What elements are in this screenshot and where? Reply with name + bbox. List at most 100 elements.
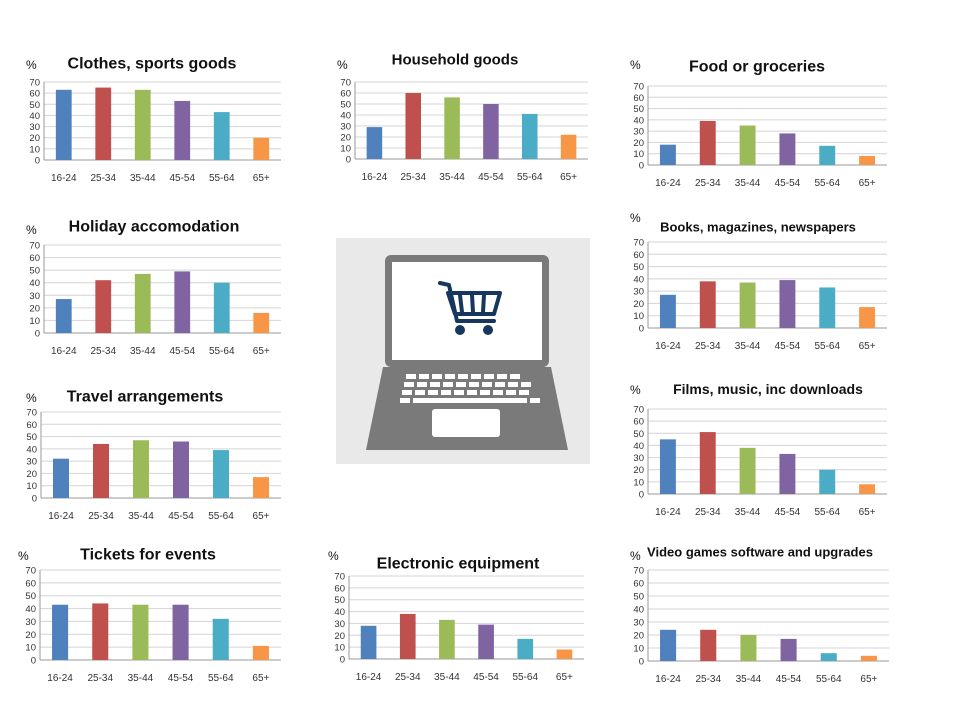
y-tick-label: 20	[29, 133, 40, 144]
bar-55-64	[212, 618, 229, 660]
trackpad	[432, 409, 500, 437]
y-tick-label: 20	[633, 138, 644, 149]
y-tick-label: 50	[633, 262, 644, 273]
x-tick-label: 45-54	[775, 341, 801, 352]
bar-16-24	[659, 144, 676, 165]
x-tick-label: 65+	[253, 173, 270, 184]
y-tick-label: 0	[639, 657, 644, 668]
chart-travel-arrangements: Travel arrangements% 0 10 20 30 40 50 60 70 16-24…	[24, 380, 291, 528]
bar-45-54	[174, 271, 191, 333]
y-tick-label: 50	[29, 266, 40, 277]
x-tick-label: 65+	[859, 178, 876, 189]
x-tick-label: 16-24	[356, 672, 382, 683]
x-tick-label: 65+	[860, 674, 877, 685]
chart-svg: Video games software and upgrades% 0 10 20 3…	[630, 545, 889, 685]
x-tick-label: 35-44	[736, 674, 762, 685]
bar-35-44	[439, 619, 455, 659]
y-tick-label: 70	[633, 405, 644, 416]
x-tick-label: 16-24	[655, 178, 681, 189]
x-tick-label: 35-44	[735, 341, 761, 352]
bar-35-44	[444, 97, 460, 159]
y-tick-label: 30	[633, 127, 644, 138]
x-tick-label: 16-24	[51, 346, 77, 357]
y-tick-label: 30	[26, 457, 37, 468]
y-tick-label: 60	[334, 583, 345, 594]
y-tick-label: 0	[340, 655, 345, 666]
x-tick-label: 25-34	[695, 674, 721, 685]
x-tick-label: 55-64	[814, 507, 840, 518]
bar-55-64	[213, 282, 230, 333]
bar-55-64	[213, 450, 229, 498]
chart-electronic-equipment: Electronic equipment% 0 10 20 30 40 50 60 70 16-2…	[326, 546, 594, 689]
y-unit-label: %	[630, 58, 641, 72]
chart-title: Electronic equipment	[377, 556, 540, 573]
x-tick-label: 55-64	[814, 178, 840, 189]
y-tick-label: 0	[31, 656, 36, 667]
y-tick-label: 70	[29, 78, 40, 89]
bar-25-34	[699, 120, 716, 165]
laptop-illustration	[336, 238, 590, 464]
y-tick-label: 40	[334, 607, 345, 618]
y-tick-label: 60	[26, 420, 37, 431]
x-tick-label: 35-44	[128, 511, 154, 522]
x-tick-label: 45-54	[169, 173, 195, 184]
y-tick-label: 50	[29, 100, 40, 111]
bar-16-24	[360, 625, 377, 659]
chart-tickets-for-events: Tickets for events% 0 10 20 30 40 50 60 70 16-24 2…	[16, 536, 291, 690]
y-tick-label: 0	[346, 155, 351, 166]
y-tick-label: 60	[29, 89, 40, 100]
bar-45-54	[779, 133, 796, 165]
chart-title: Video games software and upgrades	[647, 545, 873, 560]
bar-55-64	[521, 113, 538, 159]
bar-25-34	[399, 613, 416, 659]
bar-16-24	[366, 127, 383, 159]
chart-clothes-sports-goods: Clothes, sports goods% 0 10 20 30 40 50 60 70 16-…	[24, 46, 291, 190]
y-tick-label: 30	[633, 618, 644, 629]
bar-35-44	[740, 635, 757, 661]
chart-title: Tickets for events	[80, 547, 216, 564]
shopping-cart-icon	[438, 281, 502, 335]
y-tick-label: 40	[29, 278, 40, 289]
x-tick-label: 55-64	[512, 672, 538, 683]
x-tick-label: 16-24	[655, 674, 681, 685]
y-tick-label: 70	[334, 572, 345, 583]
bar-35-44	[739, 447, 756, 494]
y-tick-label: 10	[26, 481, 37, 492]
x-tick-label: 65+	[560, 172, 577, 183]
x-tick-label: 55-64	[209, 173, 235, 184]
y-unit-label: %	[630, 549, 641, 563]
x-tick-label: 25-34	[695, 507, 721, 518]
bar-55-64	[819, 287, 836, 328]
x-tick-label: 65+	[253, 346, 270, 357]
x-tick-label: 45-54	[478, 172, 504, 183]
y-tick-label: 30	[334, 619, 345, 630]
chart-books-magazines-newspapers: Books, magazines, newspapers% 0 10 20 30 40 50…	[628, 206, 897, 358]
bar-35-44	[739, 125, 756, 165]
y-tick-label: 60	[340, 89, 351, 100]
x-tick-label: 55-64	[814, 341, 840, 352]
bar-16-24	[55, 89, 72, 160]
bar-55-64	[819, 145, 836, 165]
y-tick-label: 40	[29, 111, 40, 122]
y-unit-label: %	[26, 223, 37, 237]
y-tick-label: 10	[340, 144, 351, 155]
y-tick-label: 20	[633, 299, 644, 310]
bar-45-54	[172, 604, 189, 660]
bar-65plus	[253, 137, 270, 160]
y-tick-label: 70	[633, 566, 644, 577]
x-tick-label: 55-64	[517, 172, 543, 183]
x-tick-label: 16-24	[51, 173, 77, 184]
chart-title: Books, magazines, newspapers	[660, 220, 856, 235]
chart-title: Films, music, inc downloads	[673, 381, 863, 397]
x-tick-label: 45-54	[168, 673, 194, 684]
bar-16-24	[55, 299, 72, 333]
y-tick-label: 70	[26, 408, 37, 419]
x-tick-label: 25-34	[90, 173, 116, 184]
bar-16-24	[660, 629, 677, 661]
x-tick-label: 16-24	[48, 511, 74, 522]
y-tick-label: 70	[25, 566, 36, 577]
